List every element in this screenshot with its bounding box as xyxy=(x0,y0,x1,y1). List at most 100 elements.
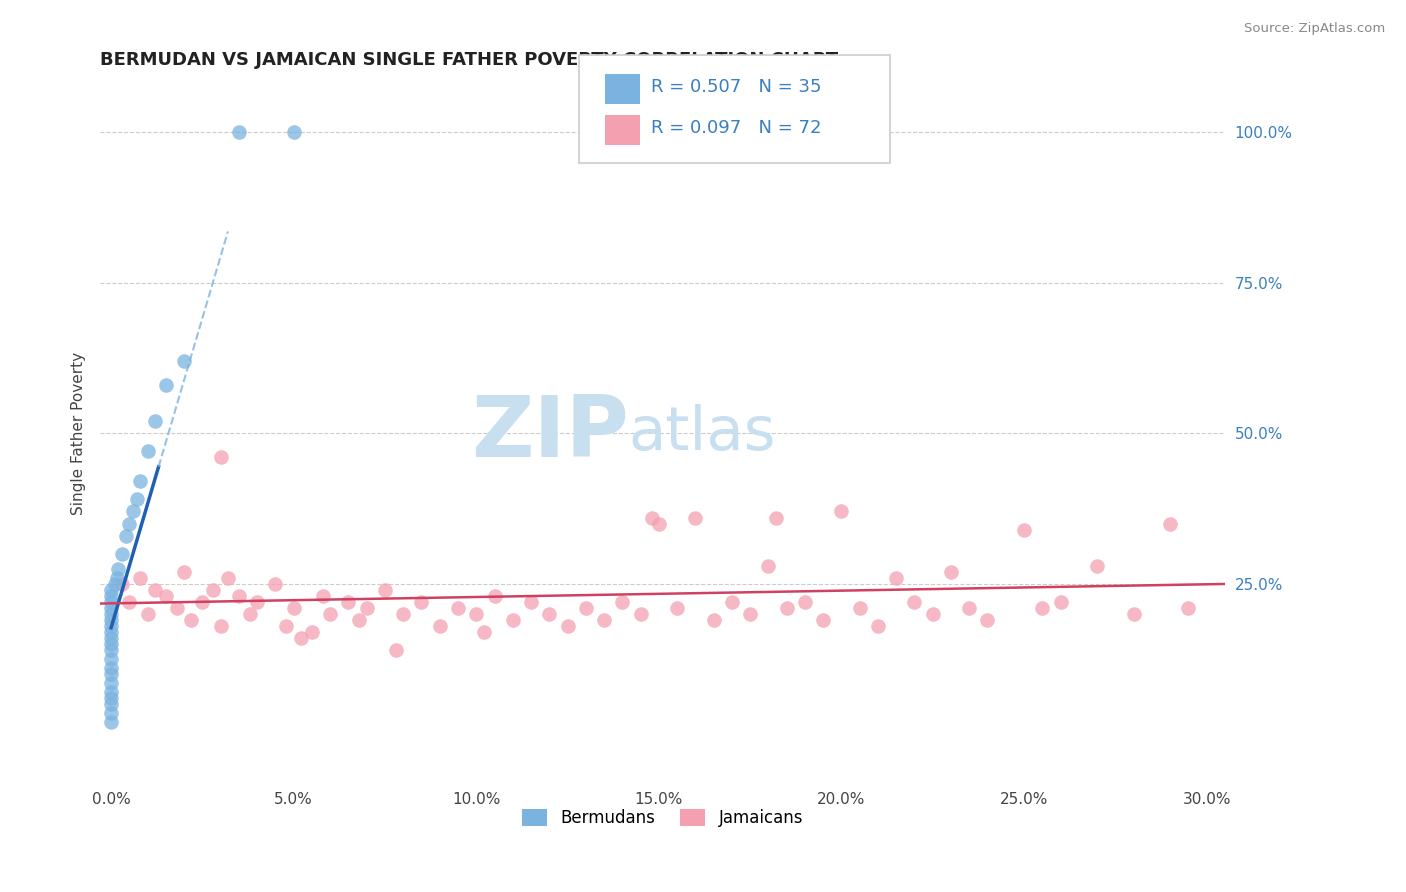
Point xyxy=(557,619,579,633)
Point xyxy=(105,571,128,585)
Point xyxy=(136,607,159,621)
Point xyxy=(143,582,166,597)
Point xyxy=(155,378,177,392)
Point xyxy=(758,558,780,573)
Text: R = 0.097   N = 72: R = 0.097 N = 72 xyxy=(651,119,821,136)
Point xyxy=(1049,595,1071,609)
Point xyxy=(1085,558,1108,573)
Point xyxy=(111,547,134,561)
Point xyxy=(100,697,122,711)
Point xyxy=(100,624,122,639)
Point xyxy=(301,624,323,639)
Point xyxy=(209,619,232,633)
Point xyxy=(100,661,122,675)
Point xyxy=(118,595,141,609)
Point xyxy=(100,600,122,615)
Point xyxy=(100,676,122,690)
Text: R = 0.507   N = 35: R = 0.507 N = 35 xyxy=(651,78,821,95)
Point xyxy=(100,595,122,609)
Point xyxy=(411,595,433,609)
Point xyxy=(100,589,122,603)
Point xyxy=(228,125,250,139)
Point xyxy=(100,613,122,627)
Point xyxy=(104,576,127,591)
Point xyxy=(1031,600,1053,615)
Point xyxy=(1159,516,1181,531)
Point xyxy=(848,600,870,615)
Point xyxy=(575,600,598,615)
Point xyxy=(100,643,122,657)
Point xyxy=(100,667,122,681)
Point xyxy=(921,607,943,621)
Point xyxy=(129,571,152,585)
Point xyxy=(957,600,980,615)
Point xyxy=(122,504,145,518)
Point xyxy=(319,607,342,621)
Point xyxy=(100,631,122,645)
Point xyxy=(173,354,195,368)
Point xyxy=(100,715,122,730)
Point xyxy=(143,414,166,428)
Point xyxy=(349,613,371,627)
Point xyxy=(721,595,744,609)
Y-axis label: Single Father Poverty: Single Father Poverty xyxy=(72,351,86,515)
Point xyxy=(830,504,852,518)
Point xyxy=(337,595,360,609)
Point xyxy=(765,510,787,524)
Point xyxy=(290,631,312,645)
Text: BERMUDAN VS JAMAICAN SINGLE FATHER POVERTY CORRELATION CHART: BERMUDAN VS JAMAICAN SINGLE FATHER POVER… xyxy=(100,51,838,69)
Point xyxy=(228,589,250,603)
Point xyxy=(136,444,159,458)
Point xyxy=(312,589,335,603)
Point xyxy=(100,619,122,633)
Point xyxy=(484,589,506,603)
Point xyxy=(640,510,662,524)
Point xyxy=(884,571,907,585)
Point xyxy=(125,492,148,507)
Point xyxy=(118,516,141,531)
Point xyxy=(246,595,269,609)
Point xyxy=(107,562,129,576)
Point xyxy=(129,475,152,489)
Point xyxy=(976,613,998,627)
Point xyxy=(111,576,134,591)
Point xyxy=(1012,523,1035,537)
Point xyxy=(593,613,616,627)
Point xyxy=(811,613,834,627)
Point xyxy=(903,595,925,609)
Point xyxy=(239,607,262,621)
Point xyxy=(666,600,689,615)
Point xyxy=(180,613,202,627)
Legend: Bermudans, Jamaicans: Bermudans, Jamaicans xyxy=(516,802,810,833)
Point xyxy=(429,619,451,633)
Point xyxy=(276,619,298,633)
Point xyxy=(520,595,543,609)
Point xyxy=(447,600,470,615)
Point xyxy=(374,582,396,597)
Point xyxy=(155,589,177,603)
Point xyxy=(209,450,232,465)
Point xyxy=(685,510,707,524)
Point xyxy=(703,613,725,627)
Point xyxy=(630,607,652,621)
Point xyxy=(100,685,122,699)
Point xyxy=(793,595,815,609)
Point xyxy=(100,706,122,720)
Point xyxy=(538,607,561,621)
Point xyxy=(472,624,495,639)
Point xyxy=(740,607,762,621)
Point xyxy=(465,607,488,621)
Point xyxy=(191,595,214,609)
Point xyxy=(648,516,671,531)
Point xyxy=(1177,600,1199,615)
Point xyxy=(385,643,408,657)
Point xyxy=(283,600,305,615)
Point xyxy=(100,652,122,666)
Point xyxy=(114,528,136,542)
Point xyxy=(100,607,122,621)
Point xyxy=(166,600,188,615)
Point xyxy=(939,565,962,579)
Point xyxy=(264,576,287,591)
Point xyxy=(217,571,239,585)
Point xyxy=(100,637,122,651)
